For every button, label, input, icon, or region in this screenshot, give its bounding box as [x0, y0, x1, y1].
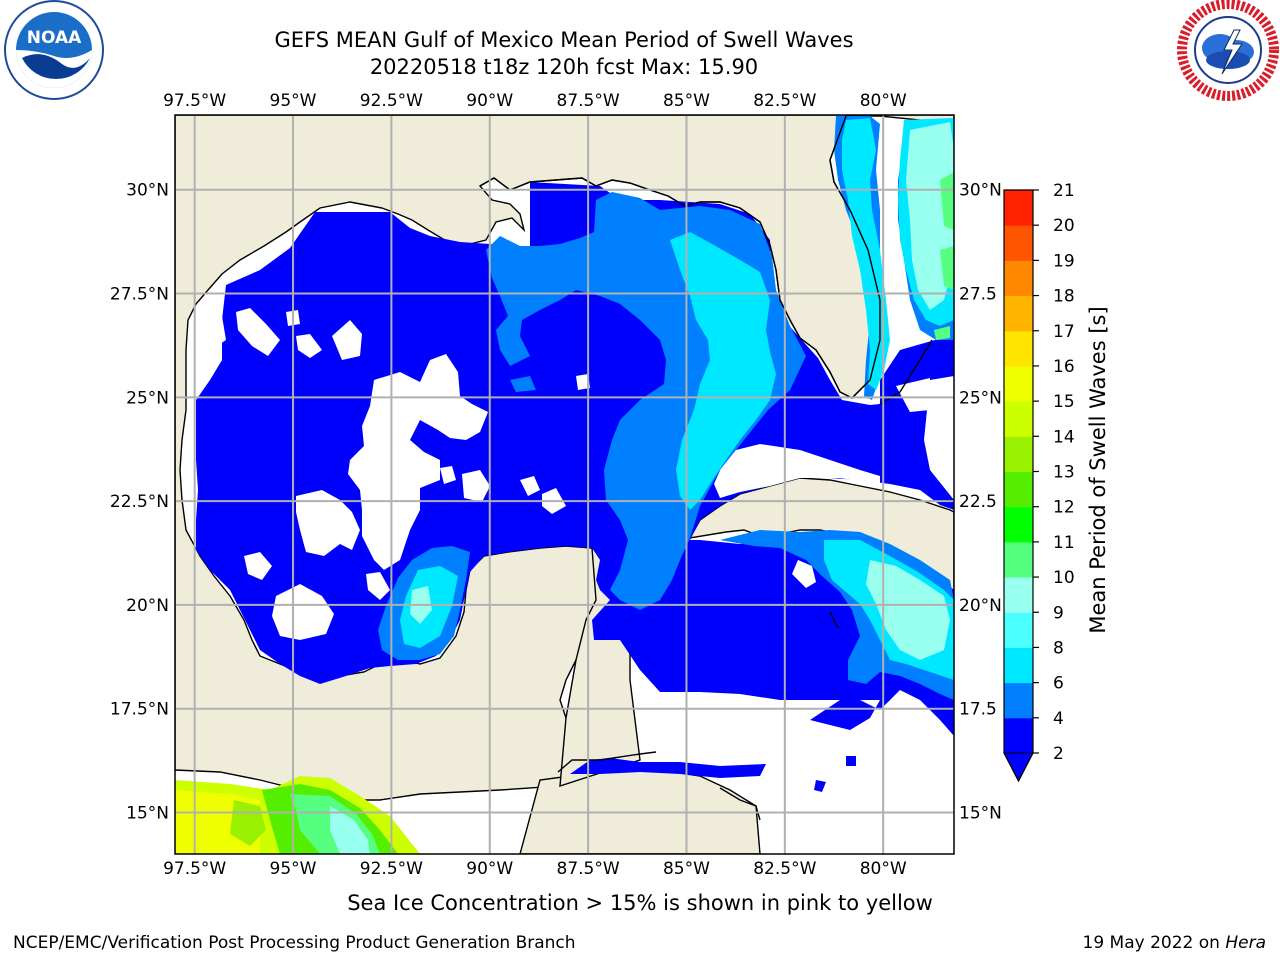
- colorbar-tick-label: 18: [1053, 287, 1075, 307]
- colorbar-label: Mean Period of Swell Waves [s]: [1086, 306, 1110, 633]
- axis-tick-labels: 97.5°W 97.5°W 95°W 95°W 92.5°W 92.5°W 90°W 90°W…: [110, 91, 1002, 879]
- colorbar-swatch: [1004, 401, 1033, 437]
- colorbar-swatch: [1004, 190, 1033, 226]
- graticule: [175, 115, 954, 854]
- lat-tick-label-left: 30°N: [126, 181, 169, 201]
- colorbar-tick-label: 10: [1053, 568, 1075, 588]
- colorbar-swatch: [1004, 647, 1033, 684]
- map-title: GEFS MEAN Gulf of Mexico Mean Period of …: [274, 28, 854, 52]
- lon-tick-label-bottom: 95°W: [270, 859, 317, 879]
- colorbar-outline: [1003, 189, 1034, 783]
- lon-tick-label-top: 87.5°W: [557, 91, 620, 111]
- colorbar-tick-label: 9: [1053, 603, 1064, 623]
- lon-tick-label-top: 82.5°W: [753, 91, 816, 111]
- colorbar-tick-label: 20: [1053, 216, 1075, 236]
- colorbar-tick-label: 11: [1053, 533, 1075, 553]
- colorbar-swatch: [1004, 330, 1033, 367]
- colorbar-tick-label: 19: [1053, 251, 1075, 271]
- colorbar: 2 4 6 8 9 10 11 12 13 14 15 16 17 18 19 20 21: [1003, 181, 1075, 783]
- lon-tick-label-bottom: 82.5°W: [753, 859, 816, 879]
- footer-host: Hera: [1225, 933, 1266, 953]
- sea-ice-note: Sea Ice Concentration > 15% is shown in …: [347, 891, 933, 915]
- colorbar-tick-label: 15: [1053, 392, 1075, 412]
- lat-tick-label-left: 27.5°N: [110, 285, 169, 305]
- colorbar-swatch: [1004, 295, 1033, 332]
- colorbar-tick-label: 13: [1053, 463, 1075, 483]
- colorbar-tick-label: 6: [1053, 674, 1064, 694]
- lat-tick-label-right: 17.5: [959, 700, 997, 720]
- lat-tick-label-left: 22.5°N: [110, 492, 169, 512]
- lon-tick-label-top: 80°W: [860, 91, 907, 111]
- no-data-patches: [206, 308, 954, 640]
- lon-tick-label-top: 95°W: [270, 91, 317, 111]
- map-subtitle: 20220518 t18z 120h fcst Max: 15.90: [369, 55, 759, 79]
- colorbar-tick-label: 17: [1053, 322, 1075, 342]
- colorbar-swatch: [1004, 541, 1033, 578]
- colorbar-swatch: [1004, 717, 1033, 754]
- lon-tick-label-top: 92.5°W: [360, 91, 423, 111]
- map-frame: [174, 114, 955, 855]
- colorbar-swatch: [1004, 260, 1033, 297]
- footer-date: 19 May 2022 on Hera: [1083, 933, 1267, 953]
- lon-tick-label-bottom: 85°W: [663, 859, 710, 879]
- footer-credit: NCEP/EMC/Verification Post Processing Pr…: [13, 933, 576, 953]
- lat-tick-label-left: 20°N: [126, 596, 169, 616]
- lon-tick-label-bottom: 92.5°W: [360, 859, 423, 879]
- lon-tick-label-top: 97.5°W: [163, 91, 226, 111]
- lon-tick-label-bottom: 80°W: [860, 859, 907, 879]
- colorbar-swatch: [1004, 471, 1033, 508]
- colorbar-extend-arrow: [1003, 752, 1034, 783]
- colorbar-tick-label: 4: [1053, 709, 1064, 729]
- colorbar-tick-label: 21: [1053, 181, 1075, 201]
- colorbar-swatch: [1004, 577, 1033, 613]
- lon-tick-label-bottom: 87.5°W: [557, 859, 620, 879]
- noaa-logo-icon: NOAA: [4, 0, 104, 100]
- nws-logo-icon: [1177, 0, 1279, 101]
- colorbar-swatch: [1004, 506, 1033, 543]
- colorbar-swatch: [1004, 365, 1033, 402]
- lat-tick-label-left: 17.5°N: [110, 700, 169, 720]
- lat-tick-label-left: 25°N: [126, 388, 169, 408]
- lat-tick-label-right: 25°N: [959, 388, 1002, 408]
- lon-tick-label-bottom: 90°W: [466, 859, 513, 879]
- lat-tick-label-right: 22.5: [959, 492, 997, 512]
- colorbar-tick-label: 2: [1053, 744, 1064, 764]
- colorbar-tick-label: 8: [1053, 638, 1064, 658]
- lat-tick-label-right: 20°N: [959, 596, 1002, 616]
- colorbar-tick-label: 16: [1053, 357, 1075, 377]
- colorbar-tick-label: 14: [1053, 427, 1075, 447]
- colorbar-swatch: [1004, 612, 1033, 648]
- lat-tick-label-right: 30°N: [959, 181, 1002, 201]
- lat-tick-label-left: 15°N: [126, 803, 169, 823]
- lon-tick-label-top: 90°W: [466, 91, 513, 111]
- lon-tick-label-top: 85°W: [663, 91, 710, 111]
- colorbar-tick-label: 12: [1053, 498, 1075, 518]
- colorbar-swatch: [1004, 436, 1033, 472]
- lat-tick-label-right: 27.5: [959, 285, 997, 305]
- noaa-logo-text: NOAA: [27, 28, 82, 48]
- colorbar-swatch: [1004, 225, 1033, 261]
- swell-field-9-10s: [934, 172, 954, 340]
- colorbar-swatch: [1004, 682, 1033, 719]
- lat-tick-label-right: 15°N: [959, 803, 1002, 823]
- footer-date-text: 19 May 2022 on: [1082, 933, 1226, 953]
- lon-tick-label-bottom: 97.5°W: [163, 859, 226, 879]
